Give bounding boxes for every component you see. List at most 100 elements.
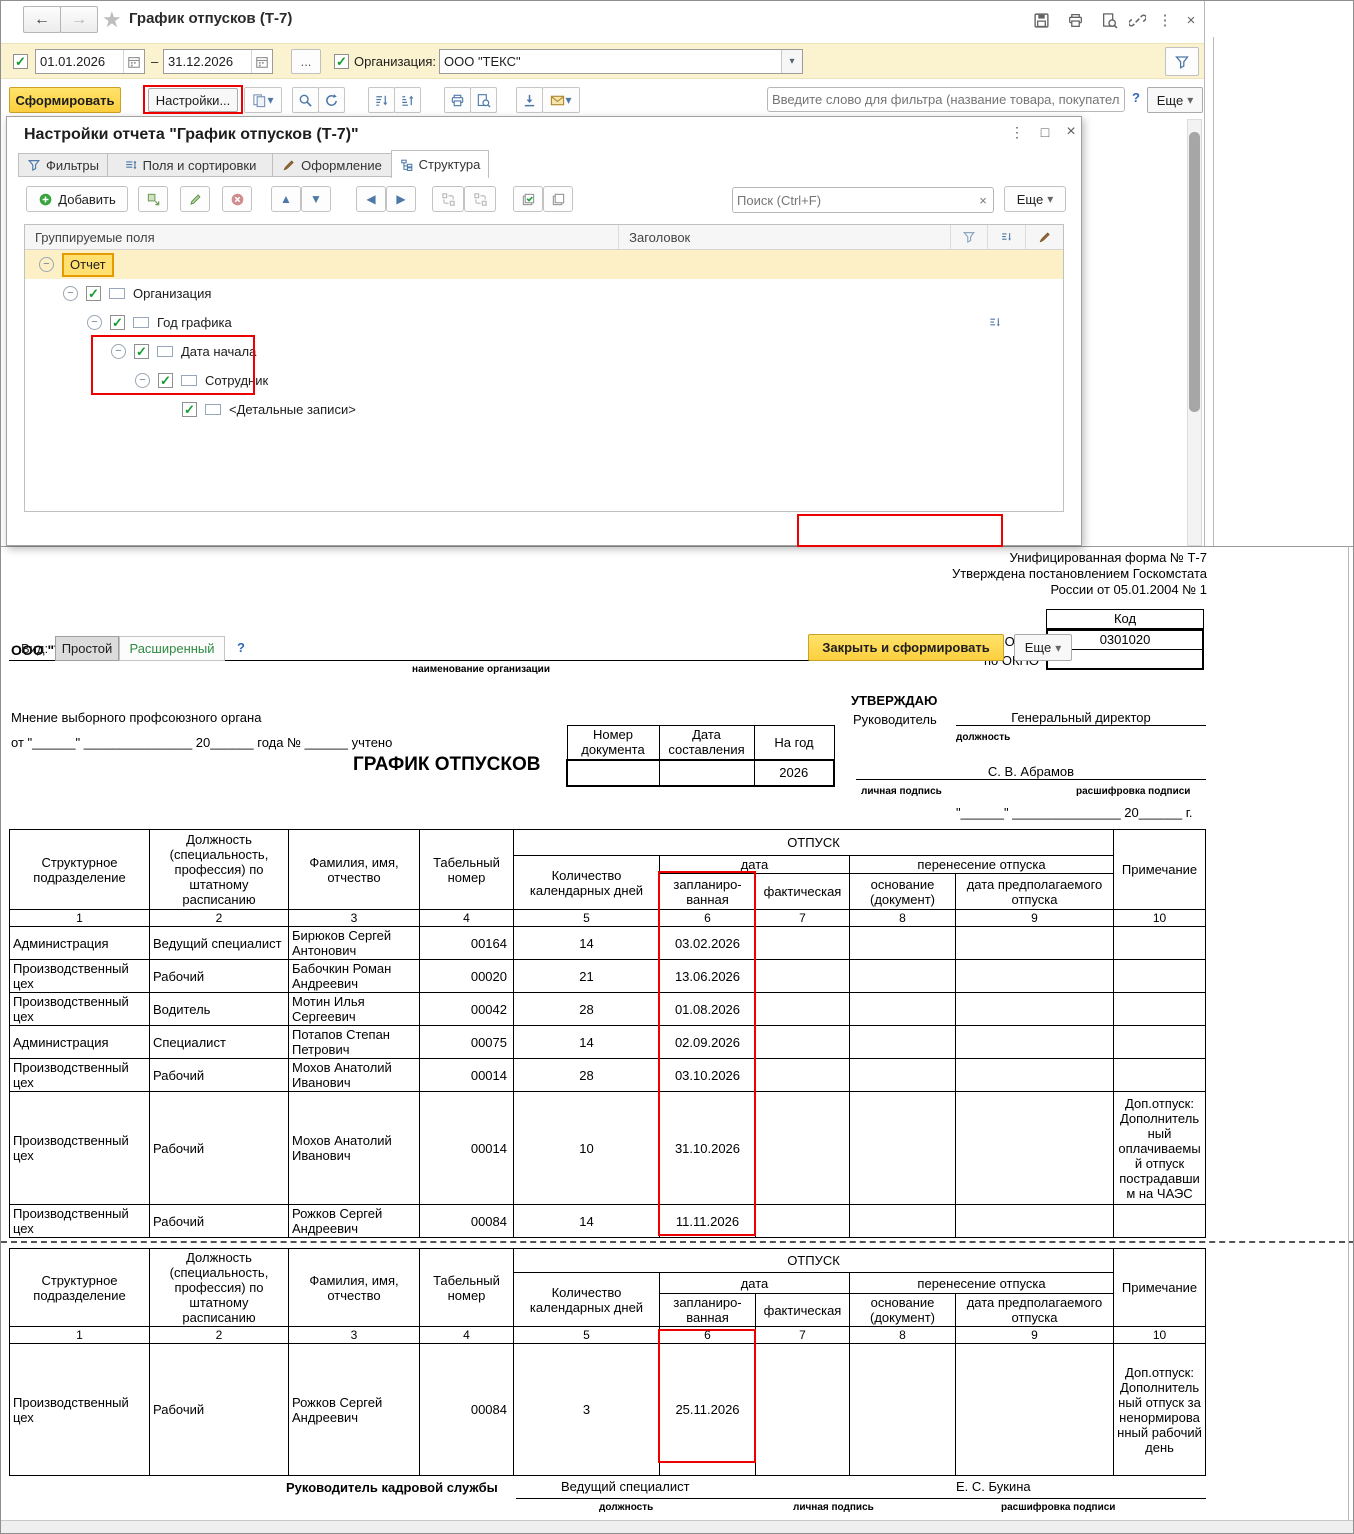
tree-item-report[interactable]: Отчет xyxy=(25,250,1063,279)
tree-item-employee[interactable]: Сотрудник xyxy=(25,366,1063,395)
item-checkbox[interactable] xyxy=(110,315,125,330)
refresh-button[interactable] xyxy=(318,87,345,113)
filter-panel: – ... Организация: ▾ xyxy=(1,43,1205,79)
expand-groups-button[interactable] xyxy=(394,87,421,113)
cell: Производственный цех xyxy=(9,1343,150,1476)
check-all-button[interactable] xyxy=(513,186,543,212)
print-button[interactable] xyxy=(444,87,471,113)
move-into-group-button[interactable] xyxy=(432,186,464,212)
vertical-scrollbar-thumb[interactable] xyxy=(1189,132,1200,412)
settings-button[interactable]: Настройки... xyxy=(148,88,238,112)
dialog-help-link[interactable]: ? xyxy=(237,640,245,655)
get-link-button[interactable] xyxy=(1125,9,1149,31)
forward-button[interactable]: → xyxy=(60,6,98,33)
print-button[interactable] xyxy=(1063,9,1087,31)
send-mail-button[interactable]: ▾ xyxy=(542,87,580,113)
generate-button[interactable]: Сформировать xyxy=(9,87,121,113)
calendar-icon[interactable] xyxy=(123,50,144,73)
close-and-generate-button[interactable]: Закрыть и сформировать xyxy=(808,634,1004,661)
dialog-search-input[interactable] xyxy=(733,192,973,208)
collapse-groups-button[interactable] xyxy=(368,87,395,113)
tab-structure[interactable]: Структура xyxy=(391,150,489,178)
back-button[interactable]: ← xyxy=(23,6,61,33)
quick-filter-input[interactable] xyxy=(768,92,1124,107)
col-number: 4 xyxy=(419,1326,514,1344)
collapse-icon[interactable] xyxy=(63,286,78,301)
tree-item-start-date[interactable]: Дата начала xyxy=(25,337,1063,366)
collapse-icon[interactable] xyxy=(39,257,54,272)
tree-item-organization[interactable]: Организация xyxy=(25,279,1063,308)
print-preview-button[interactable] xyxy=(1097,9,1121,31)
group-button[interactable] xyxy=(138,186,168,212)
item-checkbox[interactable] xyxy=(134,344,149,359)
close-form-button[interactable]: × xyxy=(1179,9,1203,31)
tree-item-schedule-year[interactable]: Год графика xyxy=(25,308,1063,337)
collapse-icon[interactable] xyxy=(111,344,126,359)
col-group-header: перенесение отпуска xyxy=(848,855,1115,874)
report-variants-button[interactable]: ▾ xyxy=(244,87,282,113)
calendar-icon[interactable] xyxy=(251,50,272,73)
tree-col-appearance-icon[interactable] xyxy=(1025,225,1063,249)
save-file-button[interactable] xyxy=(516,87,543,113)
cell xyxy=(954,1091,1115,1205)
organization-checkbox[interactable] xyxy=(334,54,349,69)
item-checkbox[interactable] xyxy=(158,373,173,388)
collapse-icon[interactable] xyxy=(87,315,102,330)
table-row: Производственный цех Рабочий Мохов Анатоли… xyxy=(9,1058,1207,1092)
move-left-button[interactable]: ◀ xyxy=(356,186,386,212)
view-extended-toggle[interactable]: Расширенный xyxy=(119,636,225,661)
help-link[interactable]: ? xyxy=(1132,90,1140,105)
tree-col-filter-icon[interactable] xyxy=(949,225,988,249)
cell xyxy=(755,1058,850,1092)
more-button[interactable]: Еще ▾ xyxy=(1147,87,1203,113)
vacation-table-1: Структурное подразделение Должность (спе… xyxy=(9,829,1207,1238)
move-out-group-button[interactable] xyxy=(464,186,496,212)
date-from-field[interactable] xyxy=(35,49,145,74)
more-menu-button[interactable]: ⋮ xyxy=(1153,9,1177,31)
dialog-more-dropdown[interactable]: Еще ▾ xyxy=(1004,186,1066,212)
chevron-down-icon[interactable]: ▾ xyxy=(781,50,802,73)
edit-button[interactable] xyxy=(180,186,210,212)
date-to-field[interactable] xyxy=(163,49,273,74)
dialog-maximize-button[interactable]: □ xyxy=(1033,122,1057,142)
save-button[interactable] xyxy=(1029,9,1053,31)
organization-combo[interactable]: ▾ xyxy=(439,49,803,74)
col-header: Примечание xyxy=(1113,829,1207,910)
add-button[interactable]: Добавить xyxy=(26,186,128,212)
favorite-star-icon[interactable]: ★ xyxy=(102,7,122,32)
period-checkbox[interactable] xyxy=(13,54,28,69)
tree-col-sort-icon[interactable] xyxy=(987,225,1025,249)
search-button[interactable] xyxy=(292,87,319,113)
view-simple-toggle[interactable]: Простой xyxy=(55,636,119,661)
cell xyxy=(954,1025,1115,1059)
date-to-input[interactable] xyxy=(164,54,251,69)
dialog-close-button[interactable]: × xyxy=(1059,122,1083,142)
tab-appearance[interactable]: Оформление xyxy=(272,153,392,177)
cell: Мотин Илья Сергеевич xyxy=(288,992,420,1026)
item-checkbox[interactable] xyxy=(182,402,197,417)
organization-input[interactable] xyxy=(440,54,781,69)
cell: Водитель xyxy=(149,992,289,1026)
tree-item-detail-records[interactable]: <Детальные записи> xyxy=(25,395,1063,424)
collapse-icon[interactable] xyxy=(135,373,150,388)
date-from-input[interactable] xyxy=(36,54,123,69)
clear-search-icon[interactable]: × xyxy=(979,192,987,208)
move-down-button[interactable]: ▼ xyxy=(301,186,331,212)
dialog-more-button[interactable]: ⋮ xyxy=(1005,122,1029,142)
dialog-footer-more-button[interactable]: Еще ▾ xyxy=(1014,634,1072,661)
quick-filter-field[interactable] xyxy=(767,87,1125,112)
uncheck-all-button[interactable] xyxy=(543,186,573,212)
item-checkbox[interactable] xyxy=(86,286,101,301)
delete-button[interactable] xyxy=(222,186,252,212)
dialog-search-field[interactable]: × xyxy=(732,187,994,213)
cell: 14 xyxy=(513,926,660,960)
move-right-button[interactable]: ▶ xyxy=(386,186,416,212)
filter-settings-button[interactable] xyxy=(1165,47,1199,76)
move-up-button[interactable]: ▲ xyxy=(271,186,301,212)
tab-fields-sorting[interactable]: Поля и сортировки xyxy=(107,153,273,177)
preview-button[interactable] xyxy=(470,87,497,113)
cell: Доп.отпуск: Дополнительный отпуск за нен… xyxy=(1113,1343,1207,1476)
horizontal-scrollbar[interactable] xyxy=(1,1520,1353,1533)
tab-filters[interactable]: Фильтры xyxy=(18,153,108,177)
period-options-button[interactable]: ... xyxy=(291,49,321,74)
